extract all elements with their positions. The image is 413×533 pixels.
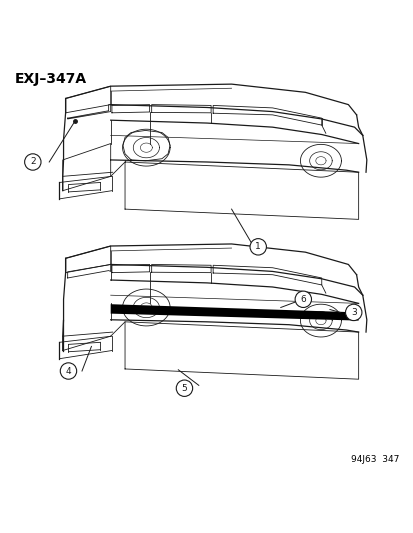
Text: 2: 2 (30, 157, 36, 166)
Circle shape (345, 304, 361, 320)
Circle shape (176, 380, 192, 397)
Text: 94J63  347: 94J63 347 (350, 455, 399, 464)
Text: 6: 6 (300, 295, 306, 304)
Circle shape (294, 291, 311, 308)
Text: 3: 3 (350, 308, 356, 317)
Text: EXJ–347A: EXJ–347A (14, 72, 86, 86)
Circle shape (60, 363, 76, 379)
Polygon shape (110, 304, 358, 320)
Circle shape (249, 239, 266, 255)
Text: 1: 1 (255, 243, 261, 252)
Circle shape (24, 154, 41, 170)
Text: 4: 4 (66, 367, 71, 376)
Text: 5: 5 (181, 384, 187, 393)
